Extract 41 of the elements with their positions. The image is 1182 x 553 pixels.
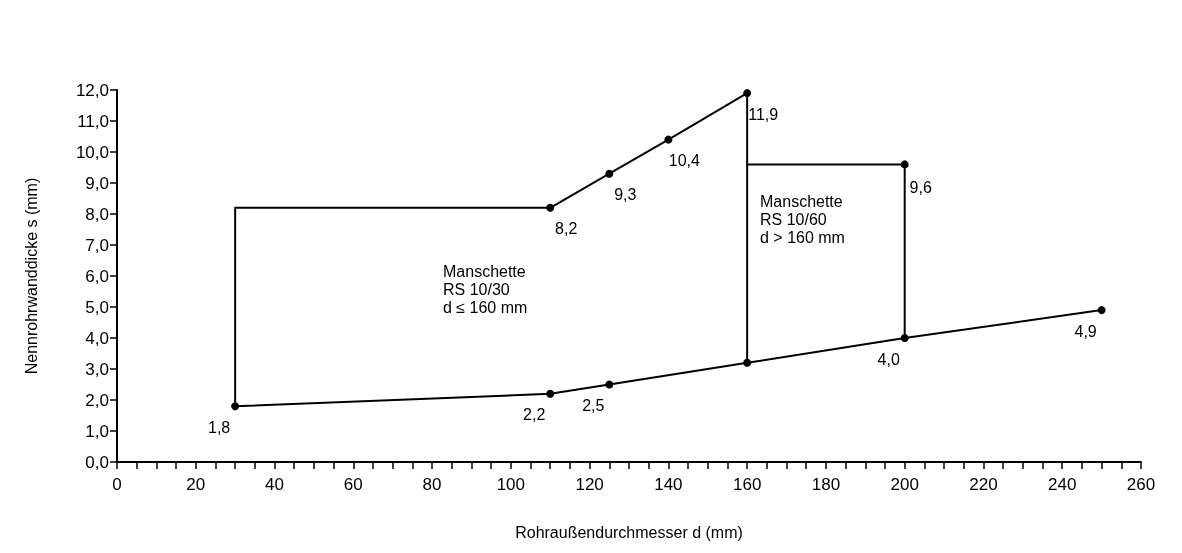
x-tick-label: 20 (186, 475, 206, 494)
y-tick-label: 6,0 (85, 266, 109, 286)
y-tick-label: 4,0 (85, 328, 109, 348)
data-label: 10,4 (668, 152, 701, 170)
y-tick-label: 12,0 (75, 80, 109, 100)
y-tick-label: 7,0 (85, 235, 109, 255)
x-axis-title: Rohraußendurchmesser d (mm) (515, 523, 743, 541)
data-label: 2,5 (582, 397, 605, 414)
data-label: 9,3 (614, 186, 637, 204)
data-label: 8,2 (555, 220, 578, 238)
x-tick-label: 180 (811, 475, 841, 494)
y-axis-title: Nennrohrwanddicke s (mm) (22, 177, 40, 375)
x-tick-label: 0 (112, 475, 122, 494)
y-tick-label: 8,0 (85, 204, 109, 224)
x-tick-label: 240 (1048, 475, 1077, 494)
x-tick-label: 120 (575, 475, 604, 494)
x-tick-label: 160 (732, 475, 762, 494)
y-tick-label: 9,0 (85, 173, 109, 193)
y-tick-label: 3,0 (85, 359, 109, 379)
data-label: 2,2 (523, 406, 546, 424)
x-tick-label: 40 (265, 475, 284, 494)
annotation: Manschette RS 10/60 d > 160 mm (760, 192, 845, 246)
data-label: 4,9 (1074, 322, 1097, 340)
x-tick-label: 80 (422, 475, 442, 494)
data-label: 11,9 (748, 105, 779, 123)
x-tick-label: 220 (969, 475, 998, 494)
x-tick-label: 260 (1126, 475, 1156, 494)
data-label: 4,0 (877, 350, 900, 368)
y-tick-label: 1,0 (85, 421, 109, 441)
data-label: 1,8 (208, 418, 231, 436)
x-tick-label: 140 (654, 475, 683, 494)
y-tick-label: 10,0 (75, 142, 109, 162)
x-tick-label: 200 (890, 475, 919, 494)
data-label: 9,6 (909, 178, 932, 196)
x-tick-label: 60 (343, 475, 363, 494)
y-tick-label: 0,0 (85, 452, 109, 472)
y-tick-label: 5,0 (85, 297, 109, 317)
y-tick-label: 2,0 (85, 390, 109, 410)
x-tick-label: 100 (496, 475, 526, 494)
annotation: Manschette RS 10/30 d ≤ 160 mm (443, 262, 528, 316)
y-tick-label: 11,0 (77, 111, 109, 131)
